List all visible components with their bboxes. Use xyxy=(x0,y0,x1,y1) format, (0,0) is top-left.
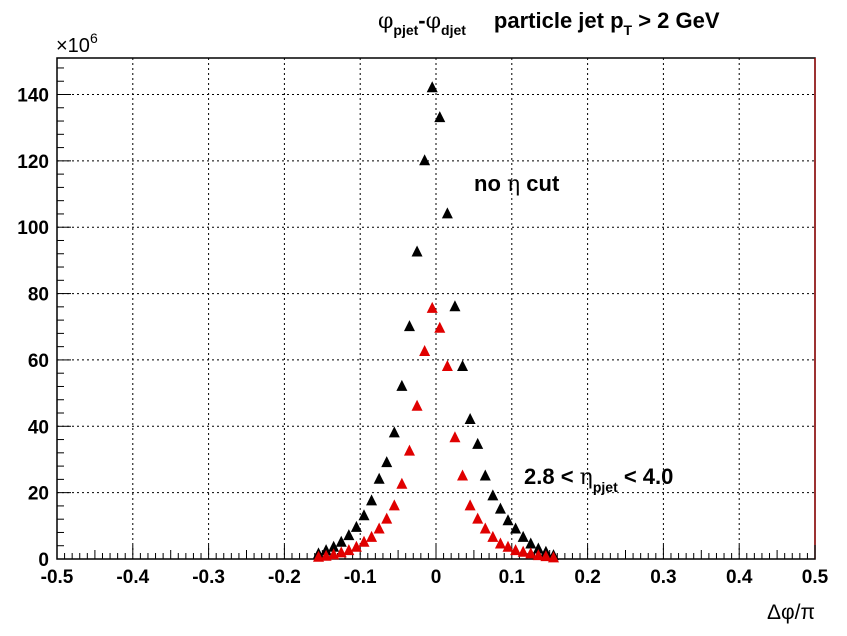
marker-eta-range xyxy=(396,477,408,489)
marker-no-eta-cut xyxy=(472,437,484,449)
x-tick-label: 0.1 xyxy=(499,567,526,588)
marker-eta-range xyxy=(449,431,461,443)
marker-no-eta-cut xyxy=(457,359,469,371)
y-axis-exponent: ×106 xyxy=(56,30,98,57)
marker-eta-range xyxy=(434,321,446,333)
x-tick-label: 0 xyxy=(431,567,442,588)
marker-eta-range xyxy=(464,499,476,511)
marker-no-eta-cut xyxy=(419,154,431,166)
y-tick-label: 40 xyxy=(28,417,49,438)
x-tick-label: -0.3 xyxy=(192,567,225,588)
marker-eta-range xyxy=(479,522,491,534)
marker-no-eta-cut xyxy=(411,245,423,257)
marker-no-eta-cut xyxy=(434,111,446,123)
marker-eta-range xyxy=(320,549,332,561)
x-tick-label: -0.5 xyxy=(41,567,74,588)
marker-no-eta-cut xyxy=(343,529,355,541)
marker-eta-range xyxy=(517,545,529,557)
marker-no-eta-cut xyxy=(328,540,340,552)
x-tick-label: 0.4 xyxy=(726,567,753,588)
marker-eta-range xyxy=(350,540,362,552)
marker-eta-range xyxy=(373,522,385,534)
x-tick-labels: -0.5 -0.4 -0.3 -0.2 -0.1 0 0.1 0.2 0.3 0.4 0.5 xyxy=(41,567,829,588)
marker-eta-range xyxy=(487,530,499,542)
marker-eta-range xyxy=(472,512,484,524)
y-tick-label: 0 xyxy=(38,550,49,571)
y-tick-label: 100 xyxy=(17,218,49,239)
marker-eta-range xyxy=(502,540,514,552)
marker-no-eta-cut xyxy=(532,542,544,554)
annotation-eta-range: 2.8 < ηpjet < 4.0 xyxy=(524,464,673,495)
marker-no-eta-cut xyxy=(464,413,476,425)
marker-no-eta-cut xyxy=(449,300,461,312)
x-tick-label: 0.2 xyxy=(574,567,600,588)
marker-no-eta-cut xyxy=(381,456,393,468)
marker-eta-range xyxy=(547,551,559,563)
x-tick-label: 0.3 xyxy=(650,567,676,588)
marker-no-eta-cut xyxy=(494,502,506,514)
y-tick-label: 140 xyxy=(17,85,49,106)
marker-no-eta-cut xyxy=(441,207,453,219)
x-axis-label: Δφ/π xyxy=(767,601,815,624)
marker-eta-range xyxy=(532,549,544,561)
marker-no-eta-cut xyxy=(388,426,400,438)
marker-eta-range xyxy=(366,530,378,542)
grid-lines xyxy=(57,58,815,559)
marker-eta-range xyxy=(510,544,522,556)
marker-no-eta-cut xyxy=(479,469,491,481)
marker-no-eta-cut xyxy=(502,514,514,526)
marker-eta-range xyxy=(426,301,438,313)
data-markers xyxy=(313,81,559,563)
marker-no-eta-cut xyxy=(358,509,370,521)
marker-eta-range xyxy=(525,547,537,559)
marker-eta-range xyxy=(343,544,355,556)
marker-eta-range xyxy=(403,444,415,456)
marker-eta-range xyxy=(388,499,400,511)
x-tick-label: -0.4 xyxy=(116,567,149,588)
marker-eta-range xyxy=(358,535,370,547)
marker-no-eta-cut xyxy=(487,489,499,501)
marker-no-eta-cut xyxy=(510,522,522,534)
marker-no-eta-cut xyxy=(350,520,362,532)
x-tick-label: -0.1 xyxy=(344,567,377,588)
marker-no-eta-cut xyxy=(426,81,438,93)
y-tick-labels: 0 20 40 60 80 100 120 140 xyxy=(17,85,49,571)
marker-eta-range xyxy=(494,537,506,549)
y-tick-label: 120 xyxy=(17,152,49,173)
annotation-no-eta-cut: no η cut xyxy=(474,171,560,197)
y-tick-label: 60 xyxy=(28,351,49,372)
marker-eta-range xyxy=(411,399,423,411)
marker-eta-range xyxy=(441,359,453,371)
x-tick-label: -0.2 xyxy=(268,567,301,588)
marker-eta-range xyxy=(313,550,325,562)
marker-no-eta-cut xyxy=(517,530,529,542)
marker-no-eta-cut xyxy=(320,544,332,556)
marker-eta-range xyxy=(540,550,552,562)
marker-no-eta-cut xyxy=(373,472,385,484)
x-tick-label: 0.5 xyxy=(802,567,829,588)
chart-title: φpjet-φdjet particle jet pT > 2 GeV xyxy=(378,8,720,38)
y-tick-label: 20 xyxy=(28,484,49,505)
marker-no-eta-cut xyxy=(525,537,537,549)
marker-no-eta-cut xyxy=(335,535,347,547)
marker-eta-range xyxy=(381,512,393,524)
marker-no-eta-cut xyxy=(366,494,378,506)
y-tick-label: 80 xyxy=(28,285,49,306)
marker-no-eta-cut xyxy=(403,320,415,332)
marker-no-eta-cut xyxy=(396,379,408,391)
marker-eta-range xyxy=(419,345,431,357)
marker-eta-range xyxy=(457,469,469,481)
